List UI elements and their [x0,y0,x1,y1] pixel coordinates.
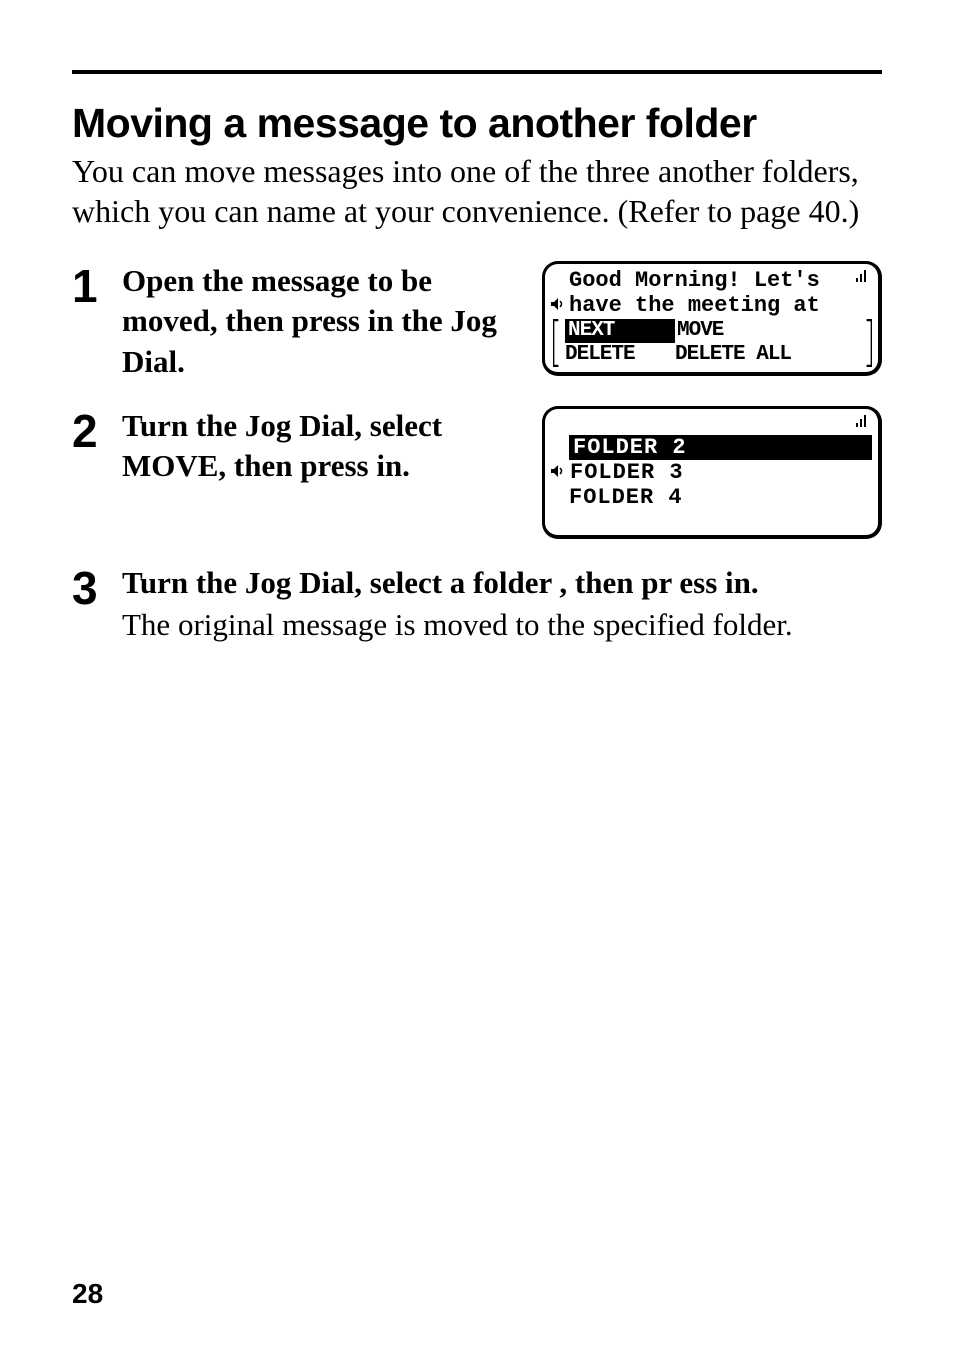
menu-row2: DELETE DELETE ALL [565,343,837,367]
folder-4-row: FOLDER 4 [569,485,872,510]
speaker-icon [551,298,569,314]
menu-grid: NEXT MOVE DELETE DELETE ALL [561,319,837,367]
step-lcd-container: Good Morning! Let's have the meeting at … [542,261,882,376]
step-body: Turn the Jog Dial, select MOVE, then pre… [122,406,542,487]
lcd-menu: NEXT MOVE DELETE DELETE ALL [551,319,872,369]
step-3: 3 Turn the Jog Dial, select a folder , t… [72,563,882,646]
menu-bracket-left [553,319,559,369]
page-number: 28 [72,1278,103,1310]
step-number: 3 [72,563,122,611]
step-2: 2 Turn the Jog Dial, select MOVE, then p… [72,406,882,539]
step-description: The original message is moved to the spe… [122,605,882,645]
lcd-text-line2: have the meeting at [551,293,872,318]
step-number: 2 [72,406,122,454]
lcd-blank-bottom [551,511,872,531]
speaker-icon [551,465,569,481]
page-heading: Moving a message to another folder [72,100,882,147]
signal-icon [852,413,868,432]
menu-delete-all: DELETE ALL [675,343,835,367]
step-lcd-container: FOLDER 2 FOLDER 3 FOLDER 4 [542,406,882,539]
menu-next-selected: NEXT [565,319,675,343]
folder-3-row: FOLDER 3 [551,460,872,485]
signal-icon [852,268,868,287]
folder-3-label: FOLDER 3 [570,460,684,485]
step-1: 1 Open the message to be moved, then pre… [72,261,882,382]
lcd-text-line1: Good Morning! Let's [569,268,872,293]
step-title: Turn the Jog Dial, select a folder , the… [122,563,882,603]
menu-row1: NEXT MOVE [565,319,837,343]
lcd-screen-1: Good Morning! Let's have the meeting at … [542,261,882,376]
menu-bracket-right [866,319,872,369]
menu-move: MOVE [677,319,837,343]
top-rule [72,70,882,74]
intro-text: You can move messages into one of the th… [72,151,882,231]
lcd-blank-top [551,413,872,435]
lcd-line2-text: have the meeting at [569,293,820,318]
step-number: 1 [72,261,122,309]
folder-2-selected: FOLDER 2 [569,435,872,460]
lcd-screen-2: FOLDER 2 FOLDER 3 FOLDER 4 [542,406,882,539]
step-title: Open the message to be moved, then press… [122,261,532,382]
step-title: Turn the Jog Dial, select MOVE, then pre… [122,406,532,487]
step-body: Turn the Jog Dial, select a folder , the… [122,563,882,646]
menu-delete: DELETE [565,343,675,367]
step-body: Open the message to be moved, then press… [122,261,542,382]
